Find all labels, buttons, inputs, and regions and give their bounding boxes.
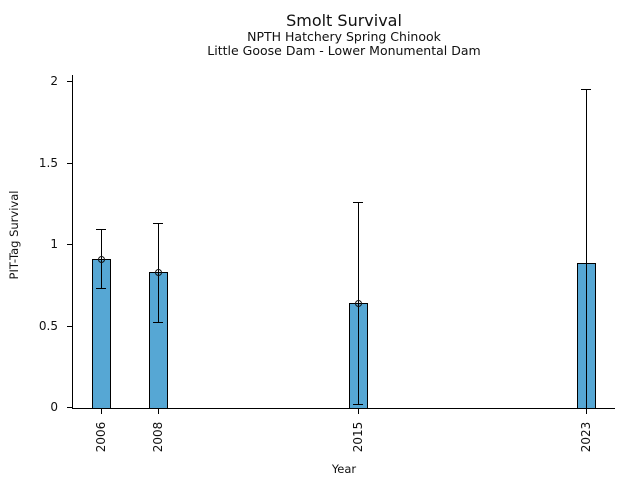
y-tick-label: 1.5	[38, 155, 58, 170]
y-tick-label: 0	[50, 400, 58, 415]
y-tick	[67, 162, 73, 164]
error-bar-cap-top	[96, 229, 107, 231]
y-axis-spine	[72, 75, 74, 409]
error-bar-cap-top	[153, 222, 164, 224]
point-marker	[154, 268, 162, 276]
error-bar-line	[585, 89, 587, 408]
x-tick-label: 2023	[579, 421, 594, 453]
chart-subtitle-1: NPTH Hatchery Spring Chinook	[247, 29, 441, 44]
error-bar-cap-top	[353, 201, 364, 203]
x-tick	[585, 408, 588, 414]
error-bar-cap-top	[581, 89, 592, 91]
error-bar-cap-bottom	[353, 403, 364, 405]
y-axis-label: PIT-Tag Survival	[7, 190, 21, 280]
x-tick-label: 2006	[94, 421, 109, 453]
y-tick	[67, 81, 73, 83]
x-axis-spine	[72, 407, 616, 409]
x-tick-label: 2015	[351, 421, 366, 453]
x-axis-label: Year	[331, 462, 357, 476]
x-tick	[157, 408, 159, 414]
point-marker	[97, 255, 105, 263]
x-tick-label: 2008	[151, 421, 166, 453]
x-tick	[357, 408, 359, 414]
x-tick	[100, 408, 102, 414]
error-bar-cap-bottom	[96, 288, 107, 290]
y-tick	[67, 407, 73, 409]
point-marker	[354, 299, 362, 307]
error-bar-cap-bottom	[153, 322, 164, 324]
chart-title: Smolt Survival	[286, 11, 402, 30]
chart-subtitle-2: Little Goose Dam - Lower Monumental Dam	[207, 43, 481, 58]
y-tick-label: 2	[50, 74, 58, 89]
y-tick-label: 1	[50, 237, 58, 252]
y-tick	[67, 244, 73, 246]
y-tick-label: 0.5	[38, 318, 58, 333]
y-tick	[67, 325, 73, 327]
